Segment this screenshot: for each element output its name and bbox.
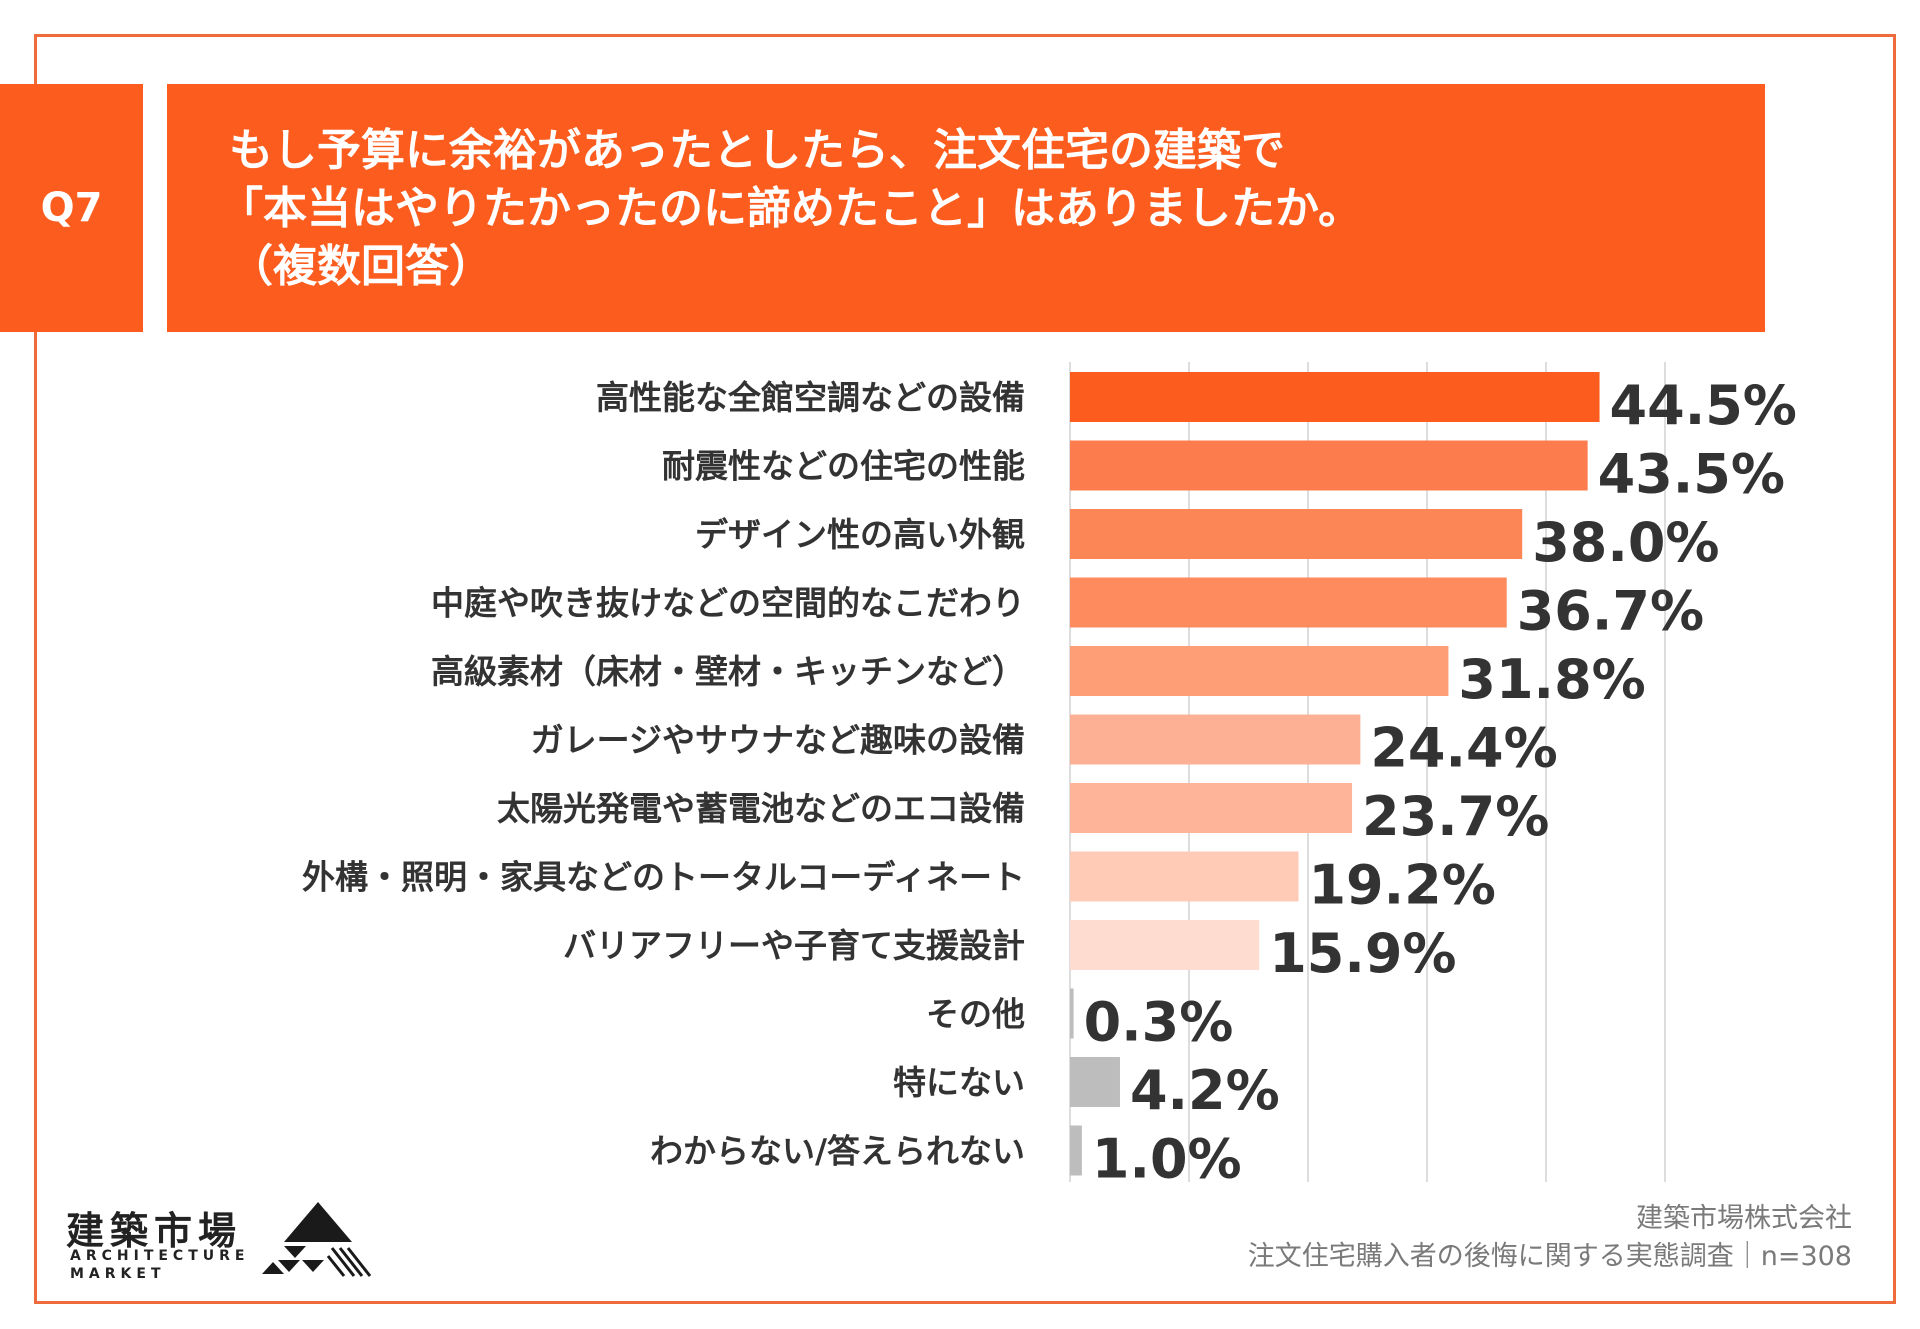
- value-label: 19.2%: [1308, 854, 1495, 917]
- question-title-line-3: （複数回答）: [229, 241, 493, 292]
- source-company: 建築市場株式会社: [1636, 1203, 1852, 1234]
- value-label: 0.3%: [1084, 991, 1234, 1054]
- bar: [1070, 646, 1449, 696]
- logo-english-line-2: MARKET: [70, 1266, 166, 1282]
- value-label: 4.2%: [1130, 1059, 1280, 1122]
- question-title-line-2: 「本当はやりたかったのに諦めたこと」はありましたか。: [219, 183, 1363, 234]
- question-tag: Q7: [0, 84, 143, 332]
- logo-english-line-1: ARCHITECTURE: [70, 1248, 250, 1264]
- category-label: デザイン性の高い外観: [695, 515, 1025, 554]
- category-label: ガレージやサウナなど趣味の設備: [531, 721, 1025, 760]
- category-label: 耐震性などの住宅の性能: [662, 447, 1025, 486]
- bar: [1070, 577, 1507, 628]
- value-label: 36.7%: [1517, 580, 1704, 643]
- bar: [1070, 372, 1600, 422]
- question-title-line-1: もし予算に余裕があったとしたら、注文住宅の建築で: [229, 125, 1285, 176]
- value-label: 24.4%: [1370, 717, 1557, 780]
- value-label: 15.9%: [1269, 922, 1456, 985]
- category-label: 太陽光発電や蓄電池などのエコ設備: [497, 789, 1025, 828]
- category-label: バリアフリーや子育て支援設計: [563, 926, 1025, 965]
- value-label: 38.0%: [1532, 511, 1719, 574]
- bar: [1070, 1125, 1082, 1176]
- source-survey: 注文住宅購入者の後悔に関する実態調査｜n=308: [1247, 1241, 1852, 1272]
- bar-chart: 高性能な全館空調などの設備 44.5% 耐震性などの住宅の性能 43.5% デザイン性の…: [302, 362, 1797, 1191]
- value-label: 43.5%: [1598, 443, 1785, 506]
- category-label: わからない/答えられない: [650, 1132, 1025, 1171]
- logo-kanji: 建築市場: [66, 1209, 243, 1253]
- question-tag-label: Q7: [40, 185, 103, 231]
- category-label: 高級素材（床材・壁材・キッチンなど）: [431, 652, 1025, 691]
- category-label: 高性能な全館空調などの設備: [596, 378, 1025, 417]
- source-note: 建築市場株式会社 注文住宅購入者の後悔に関する実態調査｜n=308: [1248, 1200, 1852, 1276]
- category-label: 中庭や吹き抜けなどの空間的なこだわり: [431, 584, 1025, 623]
- value-label: 1.0%: [1092, 1128, 1242, 1191]
- bar: [1070, 988, 1074, 1039]
- category-label: その他: [926, 995, 1025, 1034]
- bar: [1070, 1057, 1120, 1107]
- category-label: 特にない: [893, 1063, 1025, 1102]
- category-label: 外構・照明・家具などのトータルコーディネート: [302, 858, 1025, 897]
- bar: [1070, 783, 1353, 833]
- bar: [1070, 509, 1523, 559]
- outer-frame: [34, 34, 1896, 1304]
- bar: [1070, 920, 1260, 970]
- question-title-box: もし予算に余裕があったとしたら、注文住宅の建築で 「本当はやりたかったのに諦めた…: [167, 84, 1765, 332]
- bar: [1070, 440, 1588, 491]
- bar: [1070, 714, 1361, 765]
- value-label: 23.7%: [1362, 785, 1549, 848]
- value-label: 31.8%: [1458, 648, 1645, 711]
- company-logo: 建築市場 ARCHITECTURE MARKET: [66, 1200, 376, 1282]
- value-label: 44.5%: [1610, 374, 1797, 437]
- bar: [1070, 851, 1299, 902]
- logo-triangle-icon: [262, 1202, 372, 1277]
